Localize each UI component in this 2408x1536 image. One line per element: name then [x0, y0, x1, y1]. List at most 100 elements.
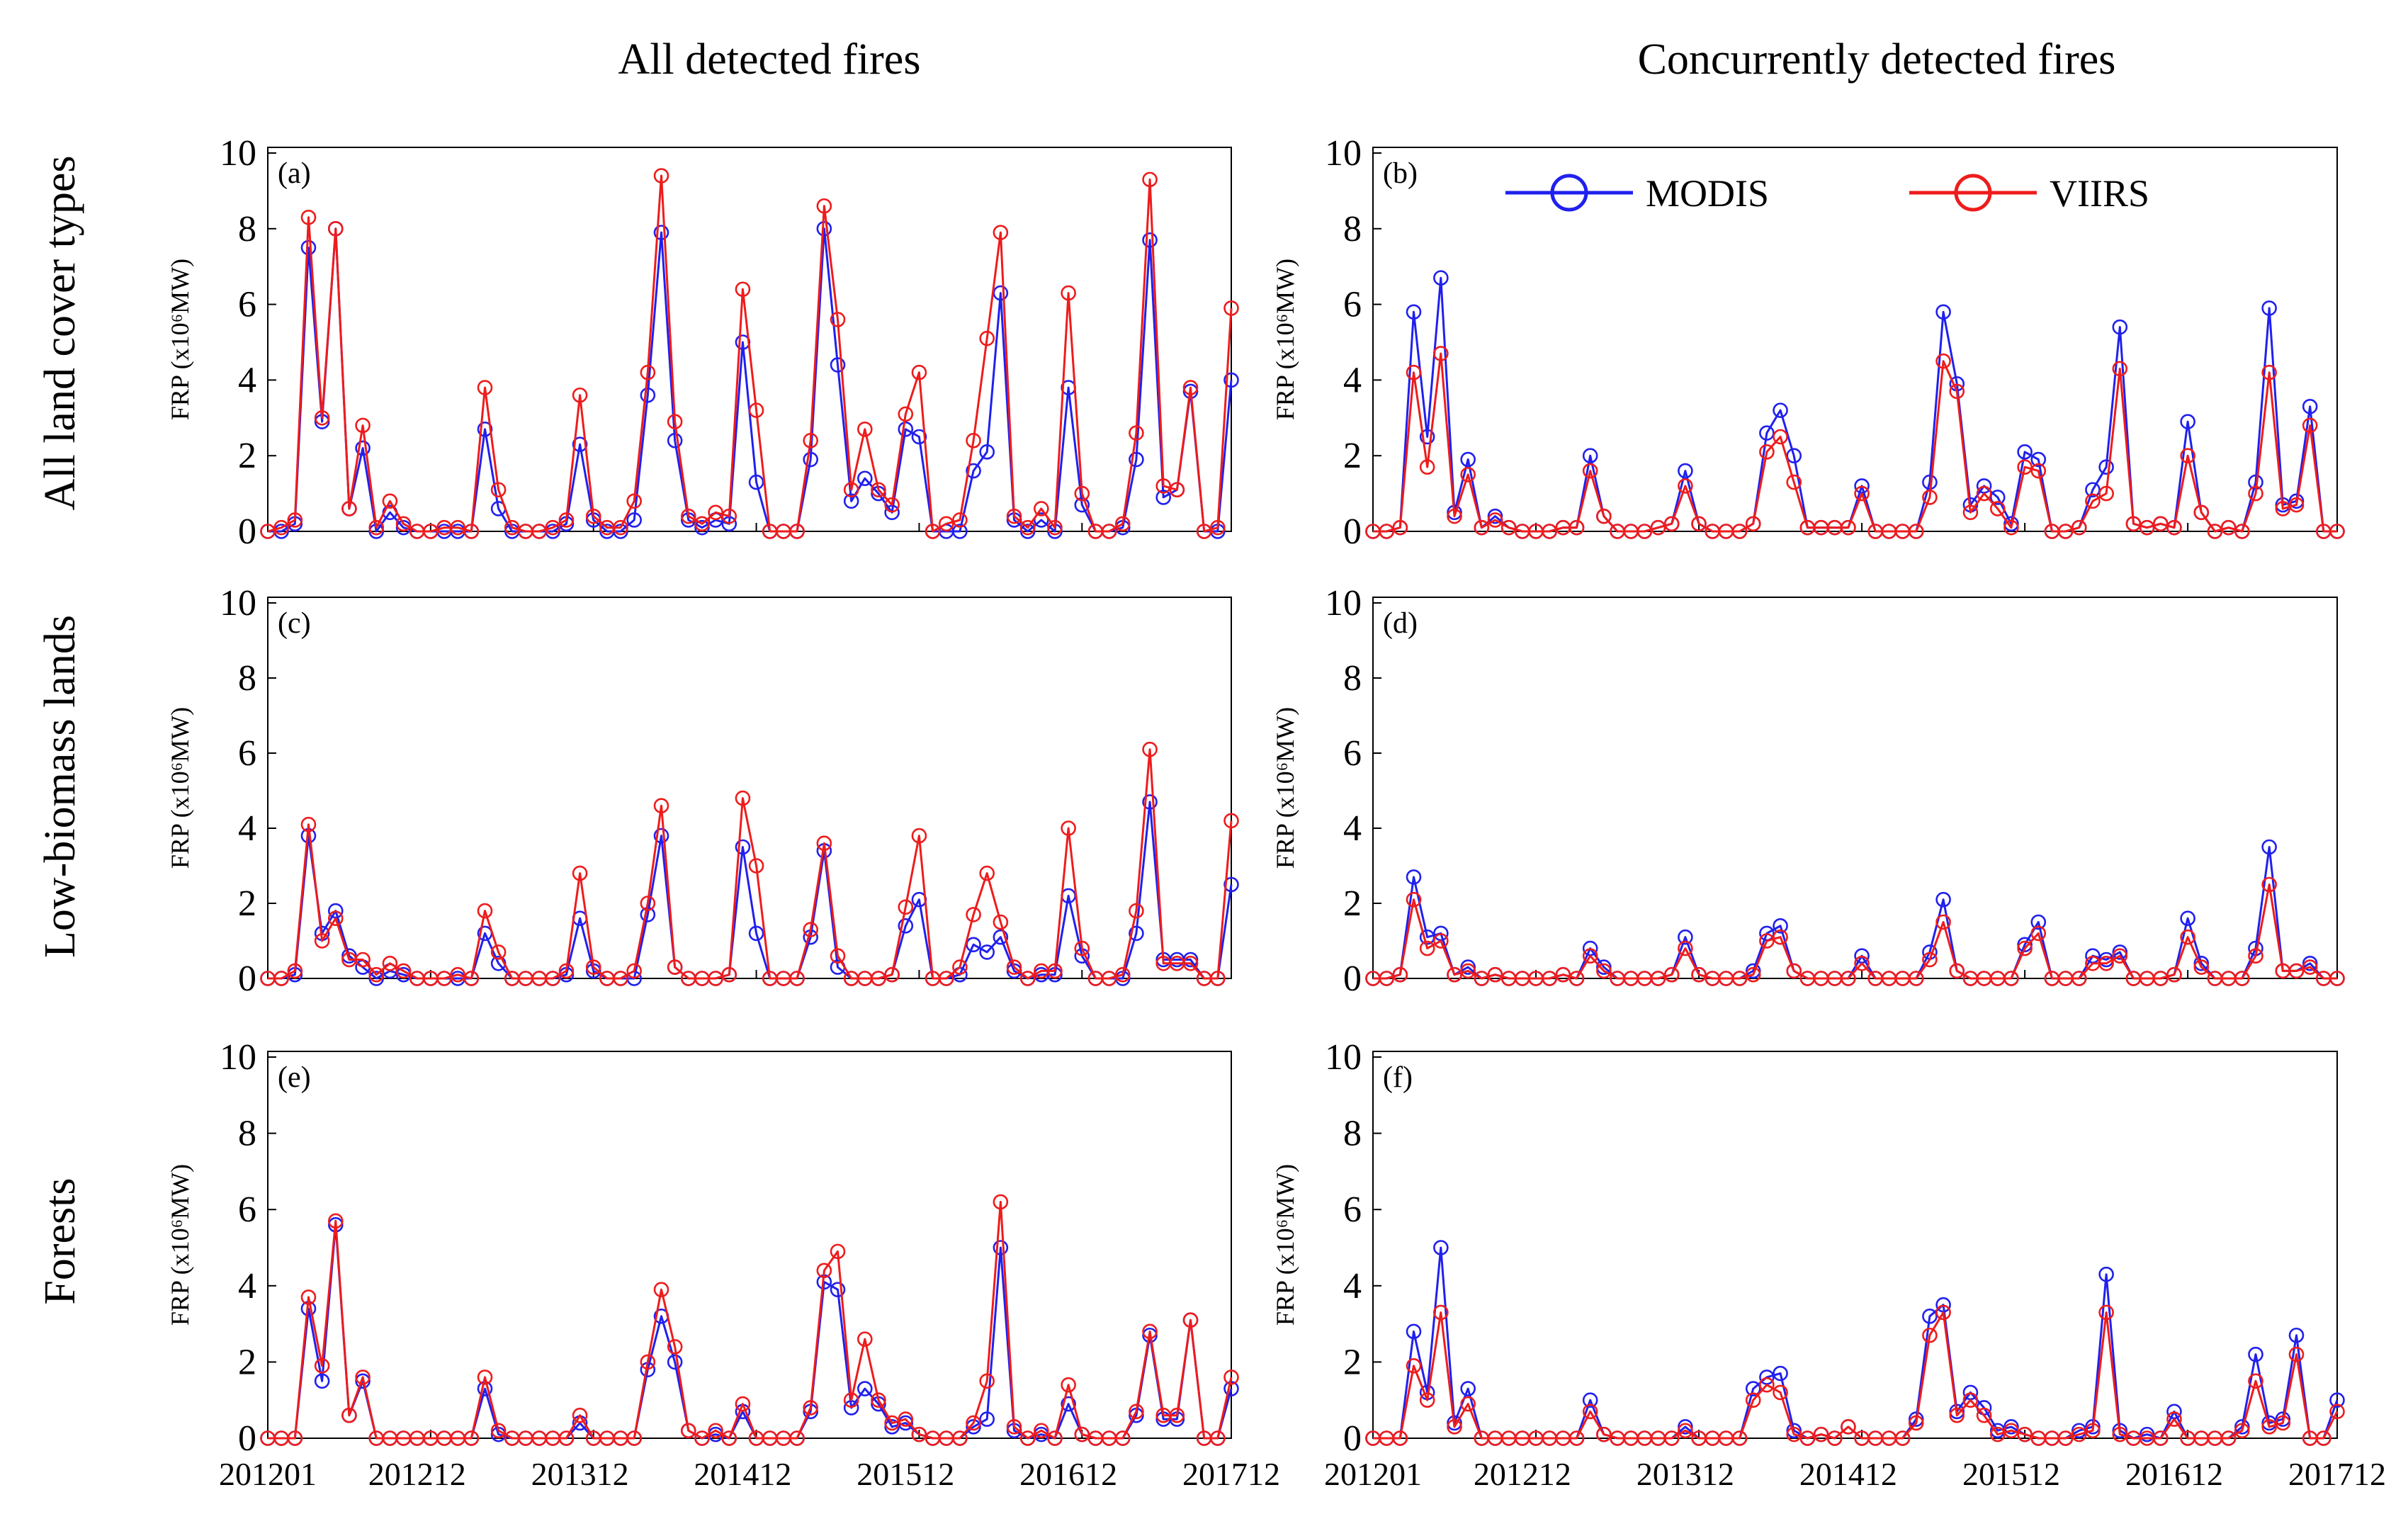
viirs-point: [857, 1331, 873, 1347]
viirs-point: [1976, 1407, 1992, 1423]
modis-point: [2180, 910, 2195, 926]
x-tick-label: 201512: [1962, 1456, 2060, 1492]
viirs-point: [1650, 519, 1666, 536]
viirs-point: [1433, 1304, 1449, 1321]
y-tick-label: 10: [220, 1037, 256, 1078]
viirs-point: [1745, 966, 1761, 983]
panel-label: (d): [1383, 607, 1418, 640]
viirs-point: [843, 482, 859, 498]
modis-point: [1989, 490, 2006, 505]
y-tick-label: 4: [238, 360, 256, 400]
viirs-point: [1691, 516, 1707, 532]
viirs-point: [1663, 1430, 1680, 1446]
modis-point: [2017, 444, 2033, 460]
viirs-point: [1989, 501, 2006, 516]
viirs-point: [1731, 1430, 1748, 1446]
viirs-point: [1101, 524, 1117, 539]
viirs-point: [1406, 1357, 1422, 1374]
viirs-point: [2003, 519, 2019, 536]
viirs-point: [1678, 1423, 1693, 1439]
legend-label-viirs: VIIRS: [2050, 172, 2149, 215]
viirs-point: [300, 1289, 317, 1305]
viirs-point: [1908, 971, 1924, 986]
panel-label: (a): [278, 157, 311, 190]
viirs-point: [2220, 1430, 2237, 1446]
viirs-point: [572, 1407, 588, 1423]
viirs-point: [1555, 966, 1571, 983]
viirs-point: [898, 406, 914, 422]
viirs-point: [2071, 1426, 2087, 1442]
viirs-point: [667, 959, 683, 975]
viirs-point: [871, 482, 886, 498]
modis-point: [477, 422, 493, 437]
viirs-point: [2112, 361, 2128, 377]
viirs-point: [1114, 1430, 1131, 1446]
plot-frame: [267, 1051, 1232, 1439]
viirs-point: [1047, 963, 1063, 979]
modis-point: [952, 524, 968, 539]
legend-marker: [1550, 174, 1588, 212]
viirs-point: [1908, 1415, 1924, 1431]
modis-point: [1487, 508, 1503, 524]
viirs-point: [2248, 948, 2263, 964]
viirs-point: [1678, 478, 1693, 494]
modis-point: [2248, 1346, 2263, 1362]
modis-point: [2180, 414, 2195, 429]
viirs-series-line: [1373, 1311, 2339, 1440]
viirs-point: [1392, 519, 1408, 536]
viirs-point: [1447, 508, 1462, 524]
viirs-point: [1773, 929, 1788, 945]
viirs-point: [572, 865, 588, 881]
modis-point: [653, 225, 669, 240]
modis-point: [1034, 512, 1049, 528]
modis-point: [341, 948, 357, 964]
viirs-point: [382, 956, 398, 971]
viirs-point: [423, 524, 439, 539]
panel-e: 0 2 4 6 8 10 FRP (x10⁶MW) 201201 201212 201312 201…: [166, 1037, 1280, 1492]
viirs-point: [1922, 490, 1938, 505]
viirs-point: [966, 433, 981, 448]
viirs-point: [1406, 364, 1422, 380]
modis-point: [2302, 956, 2318, 971]
y-tick-label: 2: [1343, 436, 1362, 476]
viirs-point: [1129, 425, 1144, 441]
viirs-point: [1047, 1430, 1063, 1446]
viirs-point: [952, 959, 968, 975]
viirs-point: [1582, 1404, 1598, 1420]
viirs-point: [911, 828, 927, 844]
viirs-point: [2275, 1415, 2291, 1431]
modis-point: [2261, 300, 2277, 316]
modis-point: [1155, 490, 1172, 505]
modis-point: [979, 944, 995, 960]
viirs-point: [1129, 1404, 1144, 1420]
viirs-point: [898, 899, 914, 915]
legend: MODIS VIIRS: [1505, 172, 2149, 215]
viirs-point: [1182, 1312, 1199, 1328]
y-tick-label: 8: [1343, 658, 1362, 699]
viirs-point: [1745, 516, 1761, 532]
viirs-point: [1379, 524, 1394, 539]
viirs-point: [816, 198, 832, 214]
viirs-point: [1935, 353, 1951, 369]
x-tick-label: 201212: [1474, 1456, 1571, 1492]
modis-point: [884, 1419, 900, 1435]
modis-point: [2003, 516, 2019, 532]
panels: 0 2 4 6 8 10 FRP (x10⁶MW) (a) 0 2 4 6 8 10 FRP (x10⁶MW…: [166, 133, 2386, 1492]
viirs-point: [1759, 444, 1775, 460]
viirs-point: [667, 1339, 683, 1355]
viirs-point: [816, 1263, 832, 1279]
viirs-point: [884, 497, 900, 513]
viirs-point: [1392, 966, 1408, 983]
panel-f: 0 2 4 6 8 10 FRP (x10⁶MW) 201201 201212 201312 201…: [1271, 1037, 2386, 1492]
viirs-point: [2261, 1419, 2277, 1435]
viirs-point: [1169, 1407, 1185, 1423]
y-tick-label: 8: [1343, 209, 1362, 249]
viirs-point: [300, 209, 317, 225]
viirs-point: [898, 1411, 914, 1427]
viirs-point: [993, 225, 1009, 240]
viirs-point: [545, 971, 561, 986]
viirs-point: [1406, 891, 1422, 908]
viirs-point: [1568, 519, 1585, 536]
viirs-point: [463, 971, 480, 986]
viirs-point: [1447, 966, 1462, 983]
